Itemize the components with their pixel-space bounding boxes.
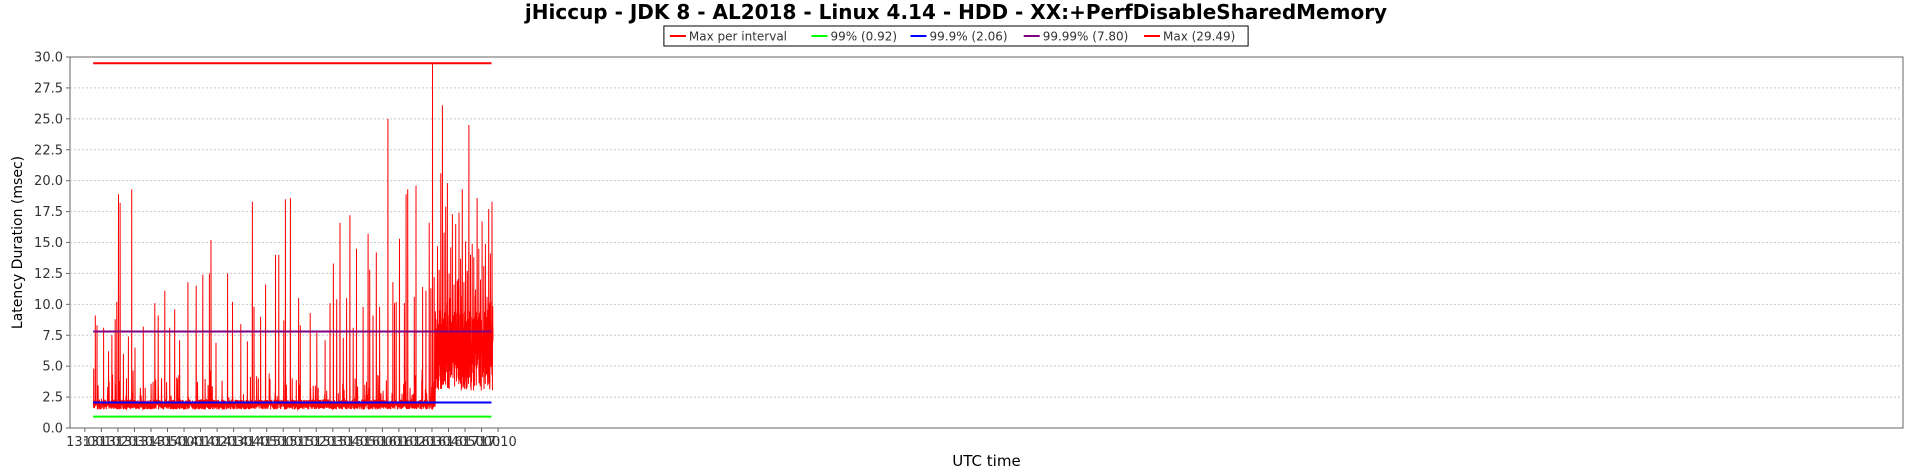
y-tick-label: 22.5 (34, 143, 63, 158)
grid-lines (70, 87, 1903, 398)
chart-title: jHiccup - JDK 8 - AL2018 - Linux 4.14 - … (524, 0, 1387, 24)
y-tick-label: 15.0 (34, 236, 63, 251)
x-tick-label: 16:50 (446, 435, 483, 450)
x-tick-label: 15:30 (314, 435, 351, 450)
y-axis-label: Latency Duration (msec) (10, 156, 26, 329)
legend-label: Max per interval (689, 30, 787, 44)
x-tick-label: 16:10 (380, 435, 417, 450)
y-tick-label: 12.5 (34, 267, 63, 282)
x-tick-label: 14:40 (231, 435, 268, 450)
legend-label: Max (29.49) (1163, 30, 1235, 44)
x-tick-label: 17:10 (479, 435, 516, 450)
y-tick-label: 5.0 (42, 360, 63, 375)
x-tick-label: 14:30 (215, 435, 252, 450)
x-tick-label: 14:20 (198, 435, 235, 450)
x-tick-label: 16:40 (430, 435, 467, 450)
x-axis: 13:0013:1013:2013:3013:4013:5014:0014:10… (66, 428, 517, 450)
legend-label: 99% (0.92) (831, 30, 898, 44)
x-axis-label: UTC time (952, 452, 1020, 470)
x-tick-label: 13:20 (99, 435, 136, 450)
x-tick-label: 14:00 (165, 435, 202, 450)
y-tick-label: 25.0 (34, 112, 63, 127)
series-layer (92, 62, 494, 418)
x-tick-label: 17:00 (463, 435, 500, 450)
y-tick-label: 27.5 (34, 81, 63, 96)
x-tick-label: 13:40 (132, 435, 169, 450)
x-tick-label: 14:50 (248, 435, 285, 450)
x-tick-label: 16:00 (364, 435, 401, 450)
legend-label: 99.99% (7.80) (1043, 30, 1129, 44)
x-tick-label: 16:30 (413, 435, 450, 450)
y-tick-label: 10.0 (34, 298, 63, 313)
y-tick-label: 20.0 (34, 174, 63, 189)
x-tick-label: 15:00 (264, 435, 301, 450)
y-tick-label: 2.5 (42, 391, 63, 406)
y-tick-label: 30.0 (34, 51, 63, 66)
y-axis: 0.0 2.5 5.0 7.5 10.0 12.5 15.0 17.5 20.0 22.5 25.0… (34, 51, 70, 437)
legend-label: 99.9% (2.06) (930, 30, 1008, 44)
y-tick-label: 7.5 (42, 329, 63, 344)
series-max-per-interval (92, 63, 494, 412)
x-tick-label: 14:10 (182, 435, 219, 450)
x-tick-label: 15:40 (331, 435, 368, 450)
y-tick-label: 0.0 (42, 422, 63, 437)
x-tick-label: 13:30 (116, 435, 153, 450)
x-tick-label: 13:00 (66, 435, 103, 450)
x-tick-label: 13:10 (83, 435, 120, 450)
x-tick-label: 15:50 (347, 435, 384, 450)
y-tick-label: 17.5 (34, 205, 63, 220)
x-tick-label: 13:50 (149, 435, 186, 450)
legend-box (663, 25, 1249, 47)
x-tick-label: 16:20 (397, 435, 434, 450)
legend: Max per interval 99% (0.92) 99.9% (2.06) 99… (663, 25, 1249, 47)
x-tick-label: 15:10 (281, 435, 318, 450)
x-tick-label: 15:20 (298, 435, 335, 450)
